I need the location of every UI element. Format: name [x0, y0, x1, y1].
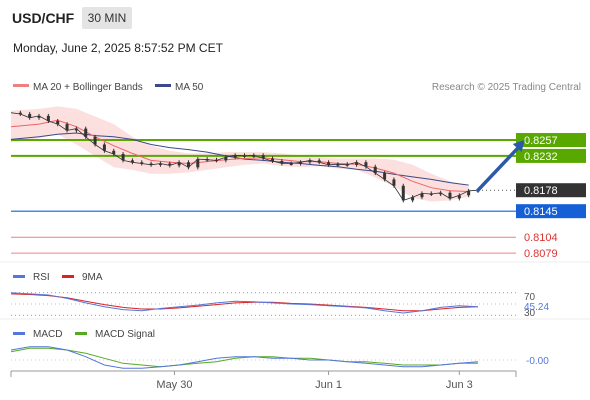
price-candle: [271, 158, 275, 161]
bollinger-band-area: [11, 106, 469, 202]
level-0-8232-label: 0.8232: [524, 151, 558, 163]
legend-label-macd: MACD: [33, 329, 62, 340]
legend-label-rsi-ma: 9MA: [82, 272, 103, 283]
price-candle: [84, 128, 88, 137]
legend-label-ma50: MA 50: [175, 82, 204, 93]
price-candle: [411, 197, 415, 201]
price-candle: [467, 190, 471, 196]
level-0-8145-label: 0.8145: [524, 206, 558, 218]
level-0-8079-label: 0.8079: [524, 248, 558, 260]
price-candle: [18, 112, 22, 115]
price-candle: [299, 162, 303, 164]
price-candle: [177, 162, 181, 166]
price-candle: [336, 164, 340, 166]
symbol-title: USD/CHF: [12, 10, 75, 26]
price-candle: [56, 120, 60, 125]
legend-swatch-rsi: [13, 275, 25, 278]
chart-header: USD/CHF 30 MIN: [0, 0, 590, 36]
price-candle: [65, 124, 69, 131]
legend-swatch-ma50: [155, 84, 171, 87]
level-0-8178-label: 0.8178: [524, 185, 558, 197]
level-0-8257-label: 0.8257: [524, 135, 558, 147]
rsi-last-value: 45.24: [524, 302, 549, 313]
price-candle: [355, 162, 359, 165]
rsi-level-70-label: 70: [524, 292, 536, 303]
legend-label-ma20: MA 20 + Bollinger Bands: [33, 82, 143, 93]
price-candle: [37, 115, 41, 118]
price-candle: [317, 160, 321, 163]
price-candle: [112, 150, 116, 154]
rsi-level-30-label: 30: [524, 308, 536, 319]
price-candle: [140, 162, 144, 164]
price-candle: [46, 115, 50, 121]
price-candle: [420, 193, 424, 198]
price-candle: [392, 179, 396, 186]
price-candle: [158, 163, 162, 166]
price-candle: [364, 162, 368, 167]
level-0-8257-tag: [516, 133, 586, 148]
price-candle: [373, 166, 377, 174]
price-candle: [383, 173, 387, 180]
projection-arrow-shaft: [476, 143, 523, 192]
price-candle: [439, 192, 443, 195]
price-candle: [280, 160, 284, 164]
macd-signal-line: [10, 347, 478, 368]
legend-label-macd-signal: MACD Signal: [95, 329, 155, 340]
price-candle: [28, 113, 32, 118]
price-candle: [308, 160, 312, 163]
price-candle: [149, 163, 153, 166]
source-credit: Research © 2025 Trading Central: [432, 82, 581, 93]
legend-swatch-rsi-ma: [62, 275, 74, 278]
price-candle: [233, 155, 237, 158]
price-candle: [252, 155, 256, 157]
price-candle: [457, 195, 461, 199]
price-candle: [196, 159, 200, 168]
price-line: [10, 112, 479, 201]
level-0-8104-label: 0.8104: [524, 232, 558, 244]
x-tick-label: Jun 1: [315, 379, 342, 391]
price-candle: [448, 192, 452, 199]
x-tick-label: Jun 3: [446, 379, 473, 391]
price-candle: [289, 163, 293, 166]
price-candle: [327, 162, 331, 165]
price-candle: [102, 144, 106, 151]
level-0-8178-tag: [516, 183, 586, 198]
level-0-8232-tag: [516, 148, 586, 163]
x-tick-label: May 30: [156, 379, 192, 391]
price-candle: [261, 155, 265, 159]
price-candle: [224, 157, 228, 161]
legend-swatch-macd-signal: [75, 332, 87, 335]
price-candle: [401, 185, 405, 201]
price-candle: [130, 160, 134, 163]
level-0-8145-tag: [516, 204, 586, 219]
timestamp: Monday, June 2, 2025 8:57:52 PM CET: [13, 41, 223, 55]
price-candle: [93, 136, 97, 145]
projection-arrow-head: [512, 140, 525, 153]
legend-label-rsi: RSI: [33, 272, 50, 283]
macd-last-value: -0.00: [526, 356, 549, 367]
price-candle: [74, 128, 78, 131]
timeframe-button[interactable]: 30 MIN: [82, 7, 132, 29]
price-candle: [121, 154, 125, 161]
rsi-ma-line: [10, 293, 479, 312]
legend-swatch-macd: [13, 332, 25, 335]
macd-line: [10, 346, 479, 369]
legend-swatch-ma20: [13, 84, 29, 87]
rsi-line: [10, 292, 479, 314]
price-candle: [168, 163, 172, 166]
price-candle: [186, 162, 190, 168]
